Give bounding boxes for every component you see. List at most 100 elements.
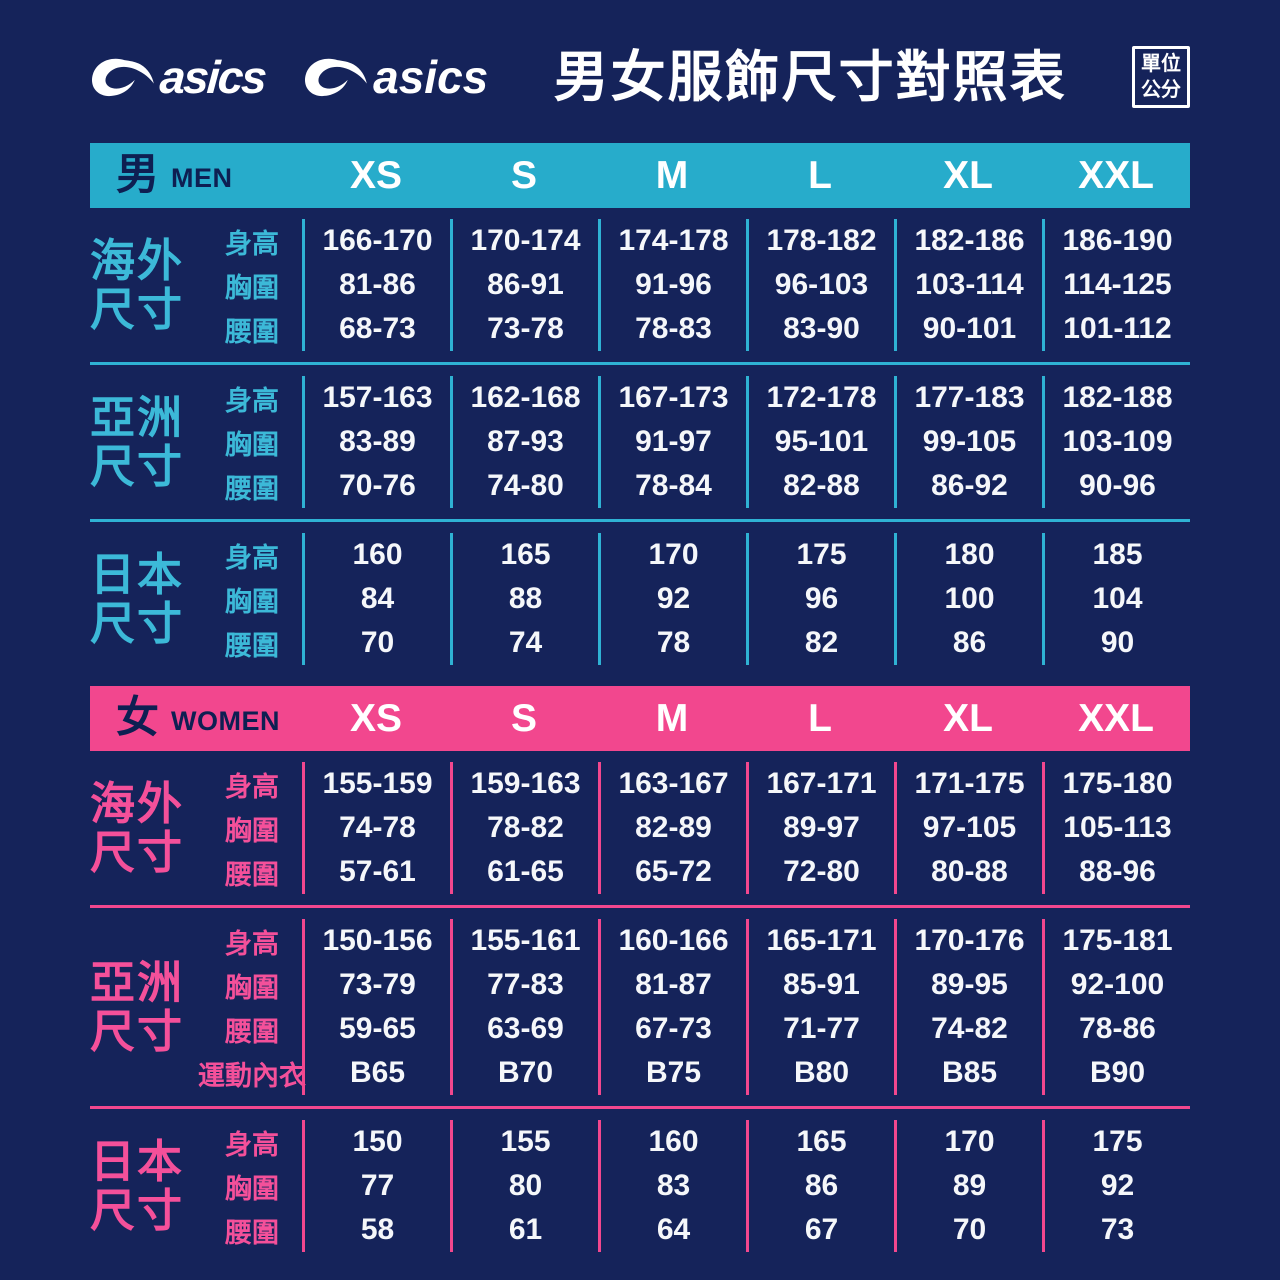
size-value-cell: 61-65	[450, 850, 598, 894]
size-value-cell: 178-182	[746, 219, 894, 263]
size-value-cell: 166-170	[302, 219, 450, 263]
size-column-header-xl: XL	[943, 697, 993, 740]
measurement-row-label: 胸圍	[225, 1173, 279, 1204]
section-label-line: 尺寸	[90, 1006, 185, 1057]
size-value-cell: 167-171	[746, 762, 894, 806]
size-value-cell: 180	[894, 533, 1042, 577]
measurement-row-label: 腰圍	[225, 630, 279, 661]
unit-box: 單位 公分	[1132, 46, 1190, 108]
size-value-cell: 70	[894, 1208, 1042, 1252]
women-section-3: 日本 尺寸 身高 150 155 160 165 170 175 胸圍 77 80 83 86 89 92 腰圍…	[90, 1109, 1190, 1263]
size-value-cell: 82-88	[746, 464, 894, 508]
size-column-header-l: L	[808, 697, 832, 740]
size-value-cell: 77-83	[450, 963, 598, 1007]
size-value-cell: B80	[746, 1051, 894, 1095]
size-value-cell: 171-175	[894, 762, 1042, 806]
size-column-header-xs: XS	[349, 154, 403, 197]
women-section-divider	[90, 1106, 1190, 1109]
size-value-cell: B70	[450, 1051, 598, 1095]
size-value-cell: 95-101	[746, 420, 894, 464]
size-column-header-s: S	[510, 697, 537, 740]
size-value-cell: 170-174	[450, 219, 598, 263]
measurement-row-label: 身高	[225, 1129, 279, 1160]
measurement-row-label: 運動內衣	[198, 1060, 306, 1091]
section-label-line: 尺寸	[90, 1185, 185, 1236]
size-value-cell: 74	[450, 621, 598, 665]
size-value-cell: 67-73	[598, 1007, 746, 1051]
size-value-cell: 165	[746, 1120, 894, 1164]
size-value-cell: 101-112	[1042, 307, 1190, 351]
measurement-row-label: 胸圍	[225, 586, 279, 617]
men-section-divider	[90, 362, 1190, 365]
measurement-row-label: 身高	[225, 542, 279, 573]
size-value-cell: 167-173	[598, 376, 746, 420]
size-value-cell: 96	[746, 577, 894, 621]
size-value-cell: 155	[450, 1120, 598, 1164]
asics-wordmark: asics	[373, 51, 489, 103]
section-label-line: 尺寸	[90, 441, 185, 492]
size-value-cell: 57-61	[302, 850, 450, 894]
size-value-cell: 82-89	[598, 806, 746, 850]
women-section-1: 海外 尺寸 身高 155-159 159-163 163-167 167-171 171-17…	[90, 751, 1190, 905]
size-value-cell: 150-156	[302, 919, 450, 963]
size-value-cell: 82	[746, 621, 894, 665]
size-value-cell: 170	[894, 1120, 1042, 1164]
size-column-header-m: M	[655, 697, 689, 740]
size-value-cell: 97-105	[894, 806, 1042, 850]
size-value-cell: 74-82	[894, 1007, 1042, 1051]
size-value-cell: 83-90	[746, 307, 894, 351]
unit-label: 單位	[1141, 53, 1181, 75]
size-value-cell: 186-190	[1042, 219, 1190, 263]
measurement-row-label: 身高	[225, 385, 279, 416]
page-header: asics asics 男女服飾尺寸對照表 單位 公分	[90, 42, 1190, 112]
measurement-row-label: 胸圍	[225, 815, 279, 846]
size-value-cell: 86	[746, 1164, 894, 1208]
size-value-cell: 177-183	[894, 376, 1042, 420]
size-value-cell: 86	[894, 621, 1042, 665]
size-value-cell: 87-93	[450, 420, 598, 464]
women-section-2: 亞洲 尺寸 身高 150-156 155-161 160-166 165-171 170-17…	[90, 908, 1190, 1106]
measurement-row-label: 腰圍	[225, 859, 279, 890]
section-label: 海外 尺寸	[90, 778, 202, 878]
measurement-row-label: 腰圍	[225, 1016, 279, 1047]
size-value-cell: 78-83	[598, 307, 746, 351]
size-value-cell: 89-97	[746, 806, 894, 850]
section-label-line: 尺寸	[90, 827, 185, 878]
size-value-cell: 86-91	[450, 263, 598, 307]
measurement-row-label: 腰圍	[225, 1217, 279, 1248]
gender-zh-label: 女	[116, 694, 159, 742]
size-value-cell: 80-88	[894, 850, 1042, 894]
size-value-cell: 88-96	[1042, 850, 1190, 894]
asics-logo-secondary: asics	[303, 53, 488, 101]
size-value-cell: B65	[302, 1051, 450, 1095]
size-value-cell: 170-176	[894, 919, 1042, 963]
size-value-cell: 70	[302, 621, 450, 665]
measurement-row-label: 胸圍	[225, 429, 279, 460]
size-value-cell: 90	[1042, 621, 1190, 665]
measurement-row-label: 身高	[225, 928, 279, 959]
size-value-cell: 92	[598, 577, 746, 621]
size-value-cell: B90	[1042, 1051, 1190, 1095]
size-value-cell: 104	[1042, 577, 1190, 621]
size-value-cell: 91-97	[598, 420, 746, 464]
size-value-cell: 78-86	[1042, 1007, 1190, 1051]
measurement-row-label: 腰圍	[225, 316, 279, 347]
women-gender-label: 女 WOMEN	[90, 697, 302, 740]
size-value-cell: 92-100	[1042, 963, 1190, 1007]
size-value-cell: 157-163	[302, 376, 450, 420]
section-label-line: 日本	[90, 1135, 185, 1187]
men-section-2: 亞洲 尺寸 身高 157-163 162-168 167-173 172-178 177-18…	[90, 365, 1190, 519]
size-value-cell: 103-114	[894, 263, 1042, 307]
size-column-header-s: S	[510, 154, 537, 197]
size-value-cell: 89	[894, 1164, 1042, 1208]
size-value-cell: 175	[1042, 1120, 1190, 1164]
size-value-cell: 114-125	[1042, 263, 1190, 307]
size-value-cell: 105-113	[1042, 806, 1190, 850]
unit-value: 公分	[1141, 79, 1181, 101]
size-value-cell: 74-80	[450, 464, 598, 508]
size-value-cell: 73-79	[302, 963, 450, 1007]
size-value-cell: 85-91	[746, 963, 894, 1007]
women-header-bar: 女 WOMEN XS S M L XL XXL	[90, 686, 1190, 751]
men-section-divider	[90, 519, 1190, 522]
section-label: 亞洲 尺寸	[90, 392, 202, 492]
